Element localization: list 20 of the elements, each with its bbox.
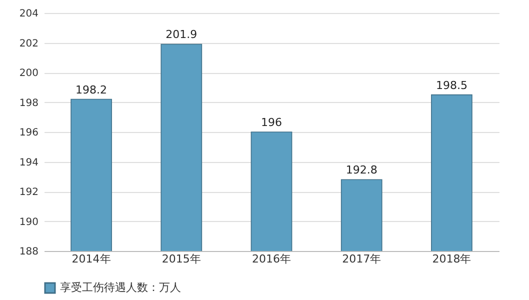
x-tick-label: 2017年 [342,252,382,266]
y-tick-label: 190 [19,216,38,228]
data-label: 192.8 [346,164,378,177]
y-tick-label: 194 [19,157,38,168]
y-tick-label: 202 [19,38,38,50]
y-tick-label: 204 [19,8,38,20]
data-label: 198.5 [436,78,468,92]
data-label: 198.2 [76,83,108,96]
x-tick-label: 2016年 [252,252,291,266]
data-label: 201.9 [166,28,198,42]
y-tick-label: 192 [19,187,38,198]
x-tick-label: 2018年 [432,252,472,266]
x-tick-label: 2014年 [72,252,111,266]
y-tick-label: 198 [19,98,38,109]
y-tick-label: 196 [19,128,38,138]
y-tick-label: 188 [19,246,38,258]
x-tick-label: 2015年 [162,252,201,266]
y-tick-label: 200 [19,68,38,79]
legend-label: 享受工伤待遇人数：万人 [60,281,181,294]
data-label: 196 [261,116,282,129]
